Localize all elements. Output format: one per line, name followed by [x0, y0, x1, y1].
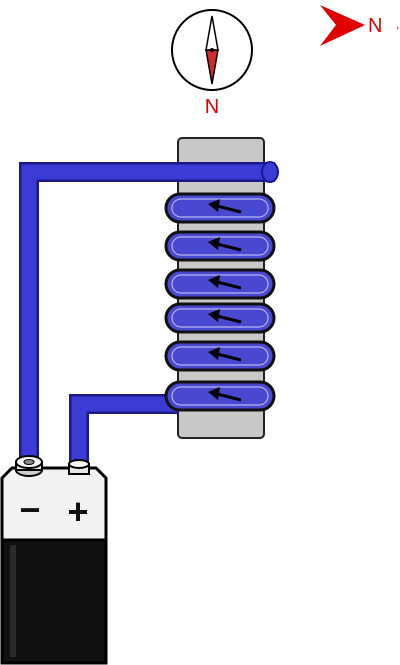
north-indicator: N ,: [320, 5, 399, 46]
compass-pivot: [210, 48, 214, 52]
compass-north-label: N: [205, 96, 219, 118]
wire-positive-fill: [71, 396, 178, 462]
coil-turn: [164, 192, 276, 224]
north-arrow-icon: [320, 5, 365, 46]
current-arrow-icon: [208, 237, 242, 252]
current-arrow-icon: [208, 387, 242, 402]
coil: [164, 192, 276, 412]
wire-negative-fill: [21, 164, 275, 462]
coil-turn: [164, 302, 276, 334]
coil-turn: [164, 230, 276, 262]
battery-top: [0, 466, 108, 542]
current-arrow-icon: [208, 199, 242, 214]
negative-terminal: [15, 455, 43, 477]
north-indicator-label: N: [368, 15, 382, 37]
compass: N: [171, 9, 253, 118]
current-arrow-icon: [208, 309, 242, 324]
current-arrow-icon: [208, 275, 242, 290]
wire-positive: [69, 394, 178, 462]
negative-label: −: [19, 489, 40, 530]
current-arrow-icon: [208, 347, 242, 362]
coil-turn: [164, 268, 276, 300]
battery: − +: [0, 455, 108, 665]
circuit-wires: [19, 161, 279, 462]
north-indicator-label-trailing: ,: [396, 17, 399, 31]
wire-top-end: [261, 161, 279, 183]
battery-body: [0, 538, 108, 665]
positive-label: +: [67, 491, 88, 532]
coil-turn: [164, 380, 276, 412]
positive-terminal: [68, 459, 90, 475]
coil-turn: [164, 340, 276, 372]
